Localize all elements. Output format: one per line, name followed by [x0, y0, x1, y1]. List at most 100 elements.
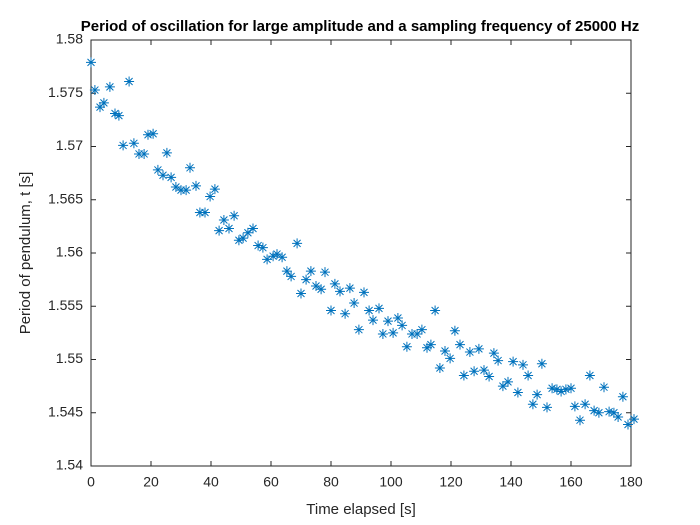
marker [148, 128, 159, 139]
marker [110, 108, 120, 119]
x-tick-label: 140 [499, 474, 523, 490]
marker [194, 207, 205, 218]
y-tick-label: 1.575 [48, 84, 83, 100]
marker [401, 341, 412, 352]
marker [469, 366, 480, 377]
marker [560, 384, 571, 395]
marker [277, 252, 288, 263]
marker [593, 407, 604, 418]
marker [176, 185, 186, 196]
marker [464, 347, 475, 358]
y-tick-label: 1.56 [56, 244, 83, 260]
marker [374, 303, 384, 314]
y-tick-label: 1.54 [56, 457, 83, 473]
marker [569, 401, 580, 412]
marker [503, 376, 513, 387]
marker [95, 102, 105, 113]
marker [281, 266, 292, 277]
marker [170, 181, 181, 192]
marker [422, 342, 432, 353]
marker [113, 110, 124, 121]
y-tick-label: 1.565 [48, 190, 83, 206]
marker [445, 353, 456, 364]
marker [329, 278, 340, 289]
marker [181, 185, 192, 196]
marker [200, 207, 210, 218]
marker [580, 399, 591, 410]
x-tick-label: 160 [559, 474, 583, 490]
marker [224, 223, 234, 234]
marker [455, 339, 465, 350]
marker [152, 164, 163, 175]
marker [523, 370, 534, 381]
marker [542, 402, 552, 413]
marker [248, 223, 258, 234]
marker [629, 414, 639, 425]
marker [532, 389, 543, 400]
marker [497, 381, 508, 392]
marker [383, 316, 393, 327]
marker [292, 238, 303, 249]
marker [253, 240, 264, 251]
y-axis-label: Period of pendulum, t [s] [17, 172, 34, 335]
marker [185, 162, 195, 173]
marker [536, 358, 547, 369]
marker [301, 274, 312, 285]
x-tick-label: 0 [87, 474, 95, 490]
marker [326, 305, 336, 316]
x-tick-label: 120 [439, 474, 463, 490]
marker [599, 382, 609, 393]
marker [449, 325, 460, 336]
x-tick-label: 40 [203, 474, 219, 490]
marker [311, 281, 321, 292]
marker [440, 345, 450, 356]
marker [589, 405, 600, 416]
marker [286, 271, 297, 282]
marker [368, 315, 378, 326]
marker [425, 339, 436, 350]
marker [359, 287, 369, 298]
marker [613, 412, 624, 423]
marker [527, 399, 538, 410]
marker [238, 233, 249, 244]
marker [518, 359, 528, 370]
marker [272, 249, 282, 260]
marker [344, 283, 355, 294]
marker [268, 251, 279, 262]
marker [166, 172, 177, 183]
marker [566, 383, 576, 394]
x-tick-label: 180 [619, 474, 643, 490]
marker [488, 348, 499, 359]
marker [218, 214, 229, 225]
marker [388, 327, 399, 338]
marker [512, 387, 523, 398]
marker [335, 286, 345, 297]
marker [233, 235, 244, 246]
marker [608, 407, 619, 418]
y-tick-label: 1.57 [56, 137, 83, 153]
marker [584, 370, 595, 381]
marker [124, 76, 135, 87]
marker [86, 57, 96, 68]
marker [229, 210, 240, 221]
marker [320, 267, 330, 278]
marker [392, 312, 403, 323]
marker [161, 147, 172, 158]
marker [143, 129, 153, 140]
marker [412, 328, 423, 339]
marker [118, 140, 129, 151]
x-tick-label: 20 [143, 474, 159, 490]
marker [158, 170, 168, 181]
x-tick-label: 100 [379, 474, 403, 490]
marker [397, 320, 408, 331]
marker [430, 305, 441, 316]
marker [484, 371, 495, 382]
marker [353, 324, 364, 335]
marker [493, 355, 504, 366]
marker [104, 81, 115, 92]
marker [547, 383, 558, 394]
marker [377, 328, 388, 339]
marker [134, 148, 144, 159]
x-tick-label: 60 [263, 474, 279, 490]
